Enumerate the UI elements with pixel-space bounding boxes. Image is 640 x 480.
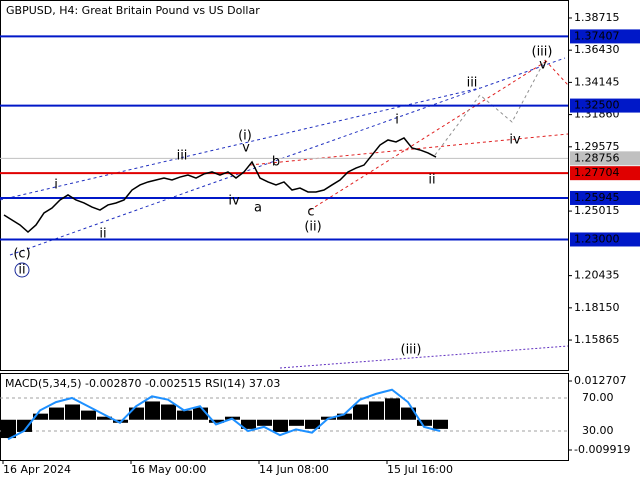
wave-label: c <box>307 205 314 220</box>
macd-bar <box>241 419 256 429</box>
wave-label: i <box>395 113 399 128</box>
level-box <box>570 151 640 166</box>
y-tick-label: 1.25015 <box>574 204 620 217</box>
y2-tick-label: 70.00 <box>582 391 614 404</box>
channel-line <box>279 345 569 369</box>
macd-bar <box>401 407 416 420</box>
macd-bar <box>305 419 320 429</box>
macd-bar <box>49 407 64 420</box>
x-tick-label: 16 Apr 2024 <box>3 463 71 476</box>
macd-bar <box>81 410 96 420</box>
y-tick-label: 0.012707 <box>574 374 627 387</box>
wave-label: iii <box>467 76 478 91</box>
level-box <box>570 98 640 113</box>
macd-bar <box>369 401 384 420</box>
wave-label: iii <box>177 149 188 164</box>
level-label: 1.23000 <box>574 232 620 245</box>
chart-title: GBPUSD, H4: Great Britain Pound vs US Do… <box>6 4 260 17</box>
macd-bar <box>385 398 400 420</box>
macd-bar <box>177 410 192 420</box>
y-tick-label: -0.009919 <box>574 443 630 456</box>
projection <box>434 59 546 156</box>
wave-circle <box>14 262 30 278</box>
level-label: 1.28756 <box>574 151 620 164</box>
wave-label: ii <box>18 263 25 278</box>
level-box <box>570 232 640 247</box>
y-tick-label: 1.29575 <box>574 140 620 153</box>
channel-line <box>0 87 481 201</box>
macd-bar <box>33 413 48 420</box>
macd-bar <box>353 404 368 420</box>
y-tick-label: 1.38715 <box>574 11 620 24</box>
channel-line <box>9 57 566 256</box>
y-tick-label: 1.15865 <box>574 333 620 346</box>
wave-label: (ii) <box>304 220 321 235</box>
macd-bar <box>17 419 32 432</box>
y-tick-label: 1.34145 <box>574 75 620 88</box>
main-panel <box>0 0 569 371</box>
macd-bar <box>417 419 432 426</box>
macd-bar <box>129 407 144 420</box>
wave-lines <box>0 57 569 369</box>
wave-label: (iii) <box>532 45 553 60</box>
macd-bar <box>257 419 272 426</box>
channel-line <box>309 61 546 211</box>
level-box <box>570 190 640 205</box>
wave-label: v <box>539 58 547 73</box>
macd-bar <box>433 419 448 429</box>
wave-label: (i) <box>238 129 252 144</box>
level-box <box>570 166 640 181</box>
level-box <box>570 29 640 44</box>
level-label: 1.37407 <box>574 29 620 42</box>
wave-label: iv <box>228 194 240 209</box>
rsi-line <box>7 388 441 441</box>
macd-bar <box>273 419 288 432</box>
x-tick-label: 15 Jul 16:00 <box>387 463 453 476</box>
y-tick-label: 1.20435 <box>574 269 620 282</box>
wave-label: ii <box>99 227 106 242</box>
macd-bar <box>209 419 224 423</box>
wave-label: i <box>54 178 58 193</box>
wave-label: a <box>254 201 262 216</box>
channel-line <box>249 133 569 166</box>
wave-label: iv <box>509 133 521 148</box>
macd-bar <box>161 404 176 420</box>
macd-bar <box>65 404 80 420</box>
level-label: 1.27704 <box>574 166 620 179</box>
wave-label: b <box>272 155 280 170</box>
macd-bar <box>97 416 112 420</box>
level-label: 1.32500 <box>574 99 620 112</box>
price-line <box>3 137 437 234</box>
macd-bar <box>289 419 304 426</box>
level-label: 1.25945 <box>574 191 620 204</box>
macd-bar <box>1 419 16 439</box>
wave-label: v <box>242 141 250 156</box>
x-tick-label: 16 May 00:00 <box>131 463 206 476</box>
wave-label: (c) <box>13 247 30 262</box>
macd-bar <box>337 413 352 420</box>
y-tick-label: 1.18150 <box>574 301 620 314</box>
wave-label: ii <box>428 173 435 188</box>
macd-bar <box>145 401 160 420</box>
wave-label: (iii) <box>401 343 422 358</box>
macd-title: MACD(5,34,5) -0.002870 -0.002515 RSI(14)… <box>5 377 280 390</box>
y-tick-label: 1.36430 <box>574 43 620 56</box>
x-tick-label: 14 Jun 08:00 <box>259 463 329 476</box>
y2-tick-label: 30.00 <box>582 424 614 437</box>
